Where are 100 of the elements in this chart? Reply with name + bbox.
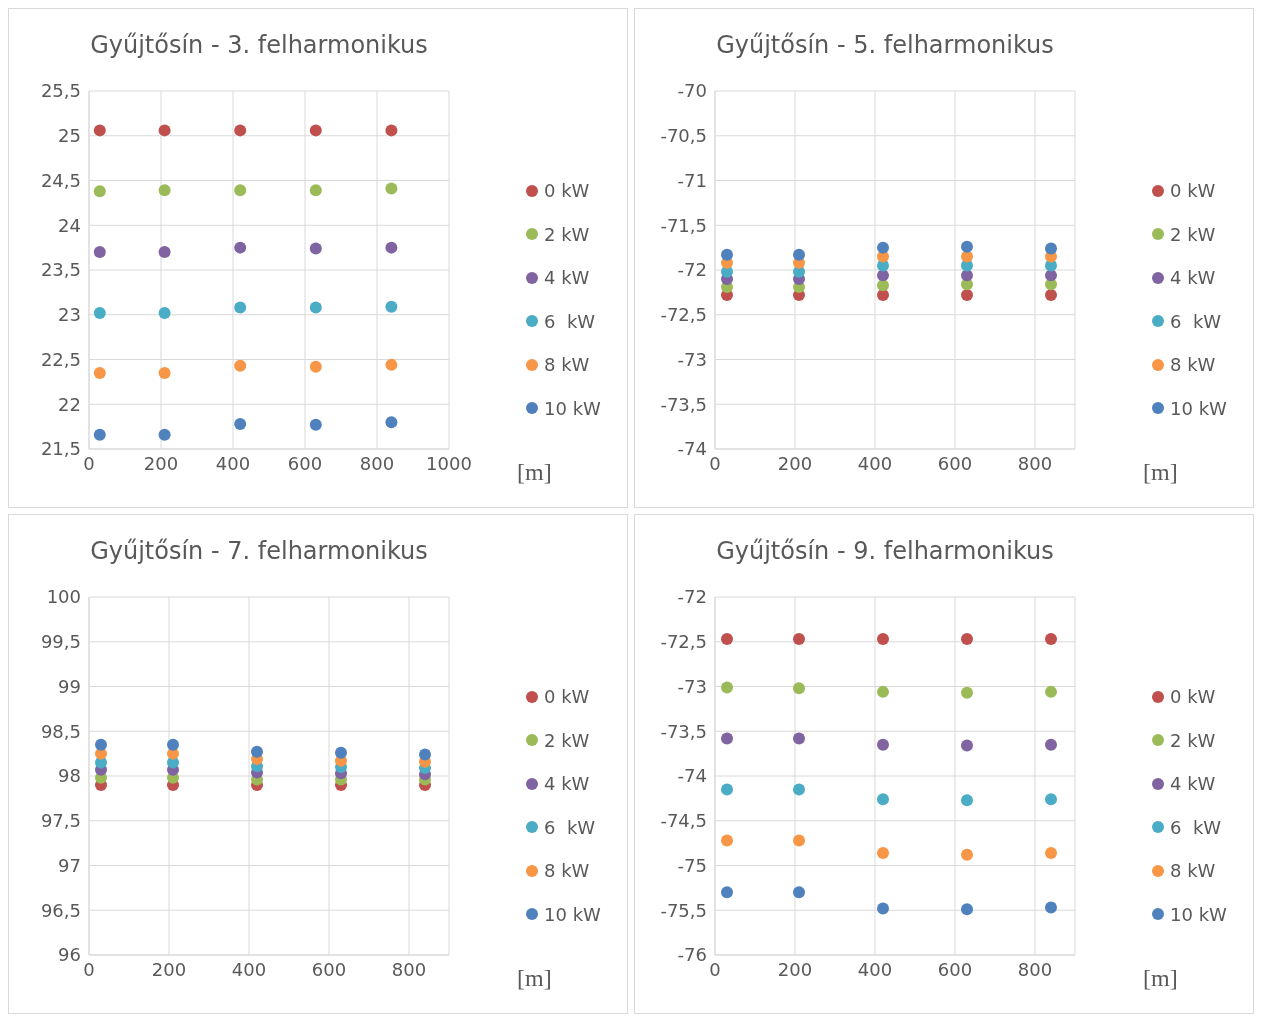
y-tick-label: 23: [58, 304, 81, 326]
x-tick-label: 600: [937, 452, 973, 474]
x-tick-label: 0: [709, 958, 721, 980]
point: [961, 794, 973, 807]
point: [93, 246, 106, 259]
legend-label: 4 kW: [1170, 773, 1216, 795]
y-tick-label: 97,5: [40, 810, 81, 832]
x-tick-label: 200: [777, 452, 813, 474]
point: [309, 242, 322, 255]
point: [93, 124, 106, 137]
point: [793, 732, 805, 745]
point: [385, 124, 398, 137]
x-tick-label: 600: [937, 958, 973, 980]
x-tick-label: 400: [231, 958, 267, 980]
chart-title: Gyűjtősín - 9. felharmonikus: [715, 536, 1055, 567]
point: [961, 269, 973, 282]
x-tick-label: 800: [391, 958, 427, 980]
legend-label: 8 kW: [1170, 860, 1216, 882]
point: [234, 417, 247, 430]
point: [1045, 901, 1057, 914]
legend-label: 0 kW: [1170, 686, 1216, 708]
point: [961, 686, 973, 699]
x-tick-label: 0: [83, 452, 95, 474]
y-tick-label: -75: [677, 854, 707, 876]
point: [1045, 633, 1057, 646]
y-tick-label: 98,5: [40, 720, 81, 742]
y-tick-label: -75,5: [660, 899, 707, 921]
point: [93, 306, 106, 319]
point: [721, 248, 733, 261]
legend-label: 6 kW: [544, 816, 596, 838]
point: [234, 301, 247, 314]
x-tick-label: 400: [857, 958, 893, 980]
chart-title: Gyűjtősín - 7. felharmonikus: [89, 536, 429, 567]
legend-label: 2 kW: [1170, 223, 1216, 245]
chart-title: Gyűjtősín - 5. felharmonikus: [715, 30, 1055, 61]
legend-label: 6 kW: [544, 310, 596, 332]
legend-label: 0 kW: [544, 180, 590, 202]
point: [961, 289, 973, 302]
y-tick-label: 25: [58, 125, 81, 147]
point: [793, 834, 805, 847]
y-tick-label: 96,5: [40, 899, 81, 921]
y-tick-label: 25,5: [40, 80, 81, 102]
point: [877, 633, 889, 646]
y-tick-label: -74: [677, 765, 707, 787]
point: [1045, 269, 1057, 282]
point: [234, 359, 247, 372]
point: [234, 241, 247, 254]
y-tick-label: -72,5: [660, 304, 707, 326]
point: [721, 633, 733, 646]
point: [309, 184, 322, 197]
y-tick-label: -72,5: [660, 631, 707, 653]
point: [93, 428, 106, 441]
point: [158, 184, 171, 197]
y-tick-label: 100: [46, 586, 81, 608]
point: [1045, 793, 1057, 806]
x-tick-label: 800: [1017, 958, 1053, 980]
legend-label: 6 kW: [1170, 816, 1222, 838]
point: [961, 633, 973, 646]
y-tick-label: -72: [677, 259, 707, 281]
y-tick-label: 99,5: [40, 631, 81, 653]
y-tick-label: -70: [677, 80, 707, 102]
legend-label: 10 kW: [1170, 903, 1227, 925]
point: [1045, 846, 1057, 859]
legend-label: 2 kW: [544, 223, 590, 245]
x-axis-title: [m]: [517, 459, 552, 486]
point: [721, 886, 733, 899]
point: [385, 182, 398, 195]
legend-label: 10 kW: [1170, 397, 1227, 419]
x-tick-label: 400: [215, 452, 251, 474]
point: [961, 240, 973, 253]
y-tick-label: -70,5: [660, 125, 707, 147]
y-tick-label: 99: [58, 675, 81, 697]
point: [721, 834, 733, 847]
point: [158, 306, 171, 319]
legend-label: 10 kW: [544, 397, 601, 419]
legend-label: 0 kW: [1170, 180, 1216, 202]
y-tick-label: 24,5: [40, 169, 81, 191]
point: [385, 300, 398, 313]
point: [793, 783, 805, 796]
point: [721, 783, 733, 796]
point: [1045, 289, 1057, 302]
point: [877, 241, 889, 254]
point: [158, 428, 171, 441]
legend-label: 2 kW: [1170, 729, 1216, 751]
legend-label: 4 kW: [544, 267, 590, 289]
point: [158, 366, 171, 379]
x-tick-label: 1000: [426, 452, 472, 474]
x-tick-label: 800: [359, 452, 395, 474]
y-tick-label: -74,5: [660, 810, 707, 832]
legend-label: 8 kW: [1170, 354, 1216, 376]
x-tick-label: 200: [777, 958, 813, 980]
x-tick-label: 400: [857, 452, 893, 474]
point: [234, 124, 247, 137]
point: [721, 732, 733, 745]
y-tick-label: 23,5: [40, 259, 81, 281]
y-tick-label: 24: [58, 214, 81, 236]
y-tick-label: -74: [677, 438, 707, 460]
y-tick-label: -72: [677, 586, 707, 608]
point: [309, 301, 322, 314]
point: [877, 279, 889, 292]
